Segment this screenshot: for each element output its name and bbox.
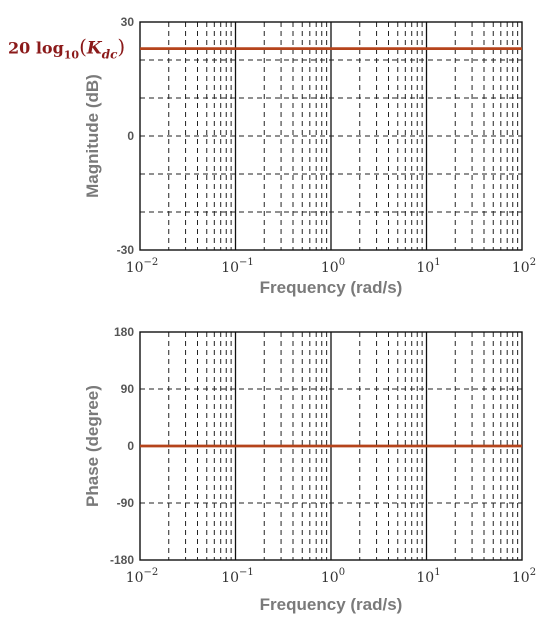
dc-gain-annotation: 20 log10(Kdc) xyxy=(8,35,125,62)
x-tick-label: 101 xyxy=(416,257,440,276)
x-tick-label: 102 xyxy=(512,567,536,586)
y-tick-label: -180 xyxy=(110,553,134,567)
x-tick-label: 10−2 xyxy=(126,257,159,276)
x-tick-label: 10−1 xyxy=(221,257,254,276)
x-axis-label: Frequency (rad/s) xyxy=(260,278,403,297)
y-axis-label: Magnitude (dB) xyxy=(83,74,102,198)
x-tick-label: 10−1 xyxy=(221,567,254,586)
x-tick-label: 102 xyxy=(512,257,536,276)
y-axis-label: Phase (degree) xyxy=(83,385,102,507)
y-tick-label: 90 xyxy=(121,382,135,396)
y-tick-label: -30 xyxy=(117,243,135,257)
magnitude-panel: -30 0 30 10−2 10−1 100 101 102 Frequency (rad/s)… xyxy=(8,15,536,297)
x-tick-label: 10−2 xyxy=(126,567,159,586)
phase-panel: -180 -90 0 90 180 10−2 10−1 100 101 102 Frequency … xyxy=(83,325,536,614)
y-tick-label: 0 xyxy=(127,439,134,453)
x-tick-label: 101 xyxy=(416,567,440,586)
x-axis-label: Frequency (rad/s) xyxy=(260,595,403,614)
x-tick-label: 100 xyxy=(321,257,345,276)
y-tick-label: 0 xyxy=(127,129,134,143)
y-tick-label: 180 xyxy=(114,325,134,339)
x-tick-label: 100 xyxy=(321,567,345,586)
y-tick-label: 30 xyxy=(121,15,135,29)
y-tick-label: -90 xyxy=(117,496,135,510)
